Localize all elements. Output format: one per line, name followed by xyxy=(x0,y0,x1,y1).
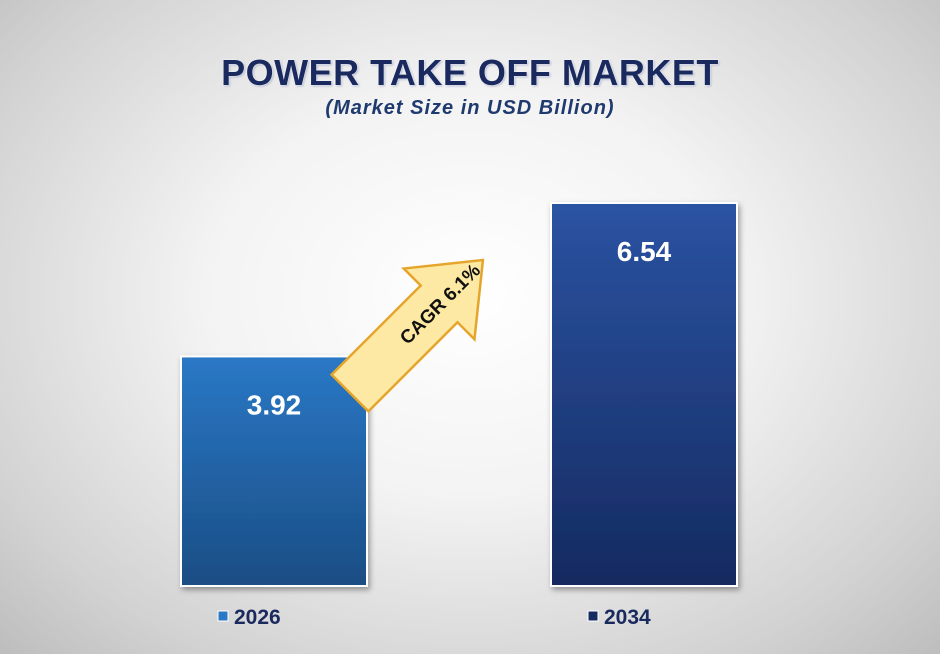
legend-swatch-2026 xyxy=(217,610,229,622)
legend-label-2026: 2026 xyxy=(234,606,281,629)
data-label-2026: 3.92 xyxy=(247,389,302,420)
cagr-arrow-shape xyxy=(329,258,485,414)
cagr-arrow: CAGR 6.1% xyxy=(329,258,485,414)
legend-label-2034: 2034 xyxy=(604,606,651,629)
chart-title: POWER TAKE OFF MARKET xyxy=(221,52,719,93)
data-label-2034: 6.54 xyxy=(617,236,672,267)
chart-subtitle: (Market Size in USD Billion) xyxy=(325,97,615,119)
bar-2034 xyxy=(550,202,738,587)
legend-swatch-2034 xyxy=(587,610,599,622)
bar-2026 xyxy=(180,355,368,588)
